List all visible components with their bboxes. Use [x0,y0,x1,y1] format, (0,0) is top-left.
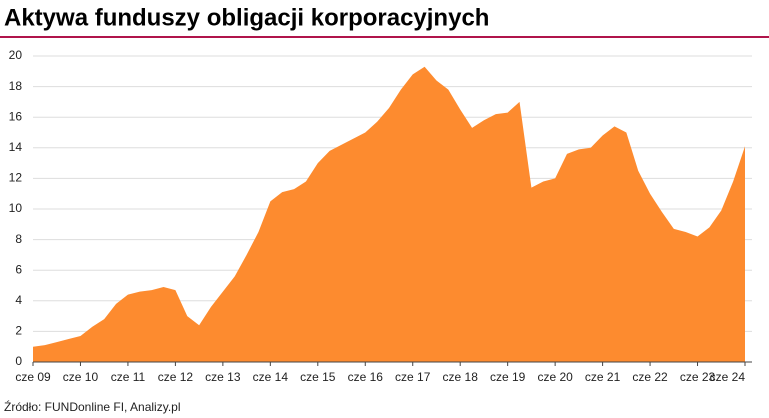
x-tick-label: cze 13 [205,370,241,384]
x-tick-label: cze 09 [15,370,51,384]
x-tick-label: cze 14 [253,370,289,384]
x-tick-label: cze 22 [632,370,668,384]
x-tick-label: cze 12 [158,370,194,384]
x-tick-label: cze 19 [490,370,526,384]
y-tick-label: 4 [15,293,22,307]
y-tick-label: 14 [9,140,23,154]
x-tick-label: cze 17 [395,370,431,384]
source: Źródło: FUNDonline FI, Analizy.pl [4,399,181,414]
x-tick-label: cze 23 [680,370,716,384]
y-tick-label: 10 [9,201,23,215]
y-tick-label: 18 [9,79,23,93]
y-tick-label: 12 [9,171,23,185]
y-tick-label: 2 [15,324,22,338]
y-tick-label: 20 [9,48,23,62]
y-tick-label: 0 [15,354,22,368]
x-tick-label: cze 18 [443,370,479,384]
y-tick-label: 16 [9,109,23,123]
x-tick-label: cze 15 [300,370,336,384]
x-tick-label: cze 16 [348,370,384,384]
y-tick-label: 6 [15,262,22,276]
y-tick-label: 8 [15,232,22,246]
x-tick-label: cze 24 [710,370,746,384]
x-tick-label: cze 21 [585,370,621,384]
x-tick-label: cze 10 [63,370,99,384]
x-tick-label: cze 20 [537,370,573,384]
area [33,66,745,363]
chart-title: Aktywa funduszy obligacji korporacyjnych [4,4,489,31]
x-tick-label: cze 11 [111,370,146,384]
